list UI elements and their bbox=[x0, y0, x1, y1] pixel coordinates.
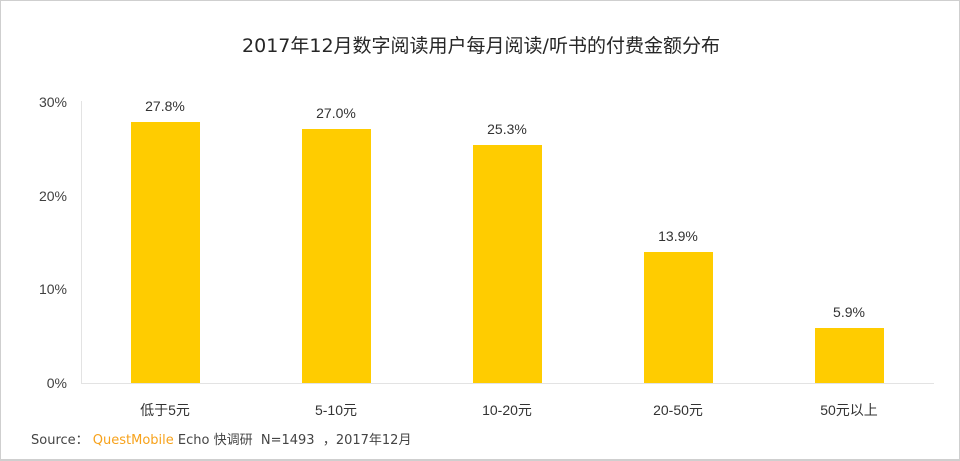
brand-questmobile: QuestMobile bbox=[92, 433, 174, 448]
bar-value-label: 25.3% bbox=[487, 121, 527, 137]
y-tick-20: 20% bbox=[38, 188, 67, 204]
x-tick-label: 10-20元 bbox=[482, 402, 532, 418]
x-tick-label: 低于5元 bbox=[140, 402, 190, 418]
x-axis-line bbox=[81, 383, 934, 384]
bar-4 bbox=[815, 328, 884, 383]
x-tick-label: 50元以上 bbox=[820, 402, 878, 418]
bar-3 bbox=[644, 252, 713, 383]
bar-value-label: 27.8% bbox=[145, 98, 185, 114]
bar-0 bbox=[131, 122, 200, 383]
y-axis-line bbox=[81, 101, 82, 383]
bar-1 bbox=[302, 129, 371, 383]
x-tick-label: 20-50元 bbox=[653, 402, 703, 418]
bar-2 bbox=[473, 145, 542, 383]
chart-title: 2017年12月数字阅读用户每月阅读/听书的付费金额分布 bbox=[242, 35, 720, 57]
x-tick-label: 5-10元 bbox=[314, 402, 358, 418]
source-note: Source： QuestMobile Echo 快调研 N=1493 ，201… bbox=[31, 429, 411, 448]
y-tick-30: 30% bbox=[38, 94, 67, 110]
source-prefix: Source： bbox=[31, 433, 93, 448]
y-tick-10: 10% bbox=[38, 281, 67, 297]
source-details: Echo 快调研 N=1493 ，2017年12月 bbox=[173, 433, 412, 448]
bar-value-label: 13.9% bbox=[658, 228, 698, 244]
bar-value-label: 27.0% bbox=[316, 105, 356, 121]
y-tick-0: 0% bbox=[46, 375, 67, 391]
bar-value-label: 5.9% bbox=[833, 304, 865, 320]
